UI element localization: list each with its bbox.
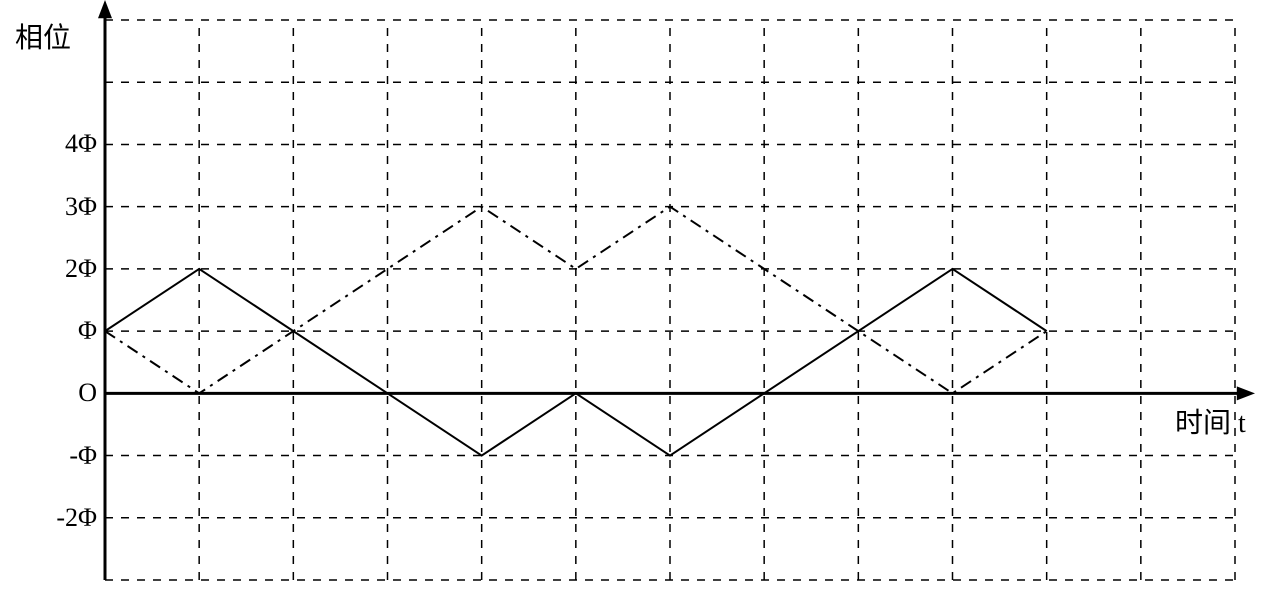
grid <box>105 20 1235 580</box>
y-tick: -2Φ <box>56 503 97 533</box>
y-tick: O <box>78 378 97 408</box>
y-tick: 4Φ <box>65 129 97 159</box>
phase-time-chart: 相位 时间 t -2Φ -Φ O Φ 2Φ 3Φ 4Φ <box>0 0 1276 616</box>
chart-svg <box>0 0 1276 616</box>
y-axis-label: 相位 <box>15 16 71 56</box>
axes <box>98 0 1255 580</box>
y-tick: 2Φ <box>65 254 97 284</box>
y-tick: Φ <box>78 316 97 346</box>
x-axis-label: 时间 t <box>1175 401 1246 441</box>
y-tick: -Φ <box>69 441 97 471</box>
y-tick: 3Φ <box>65 192 97 222</box>
